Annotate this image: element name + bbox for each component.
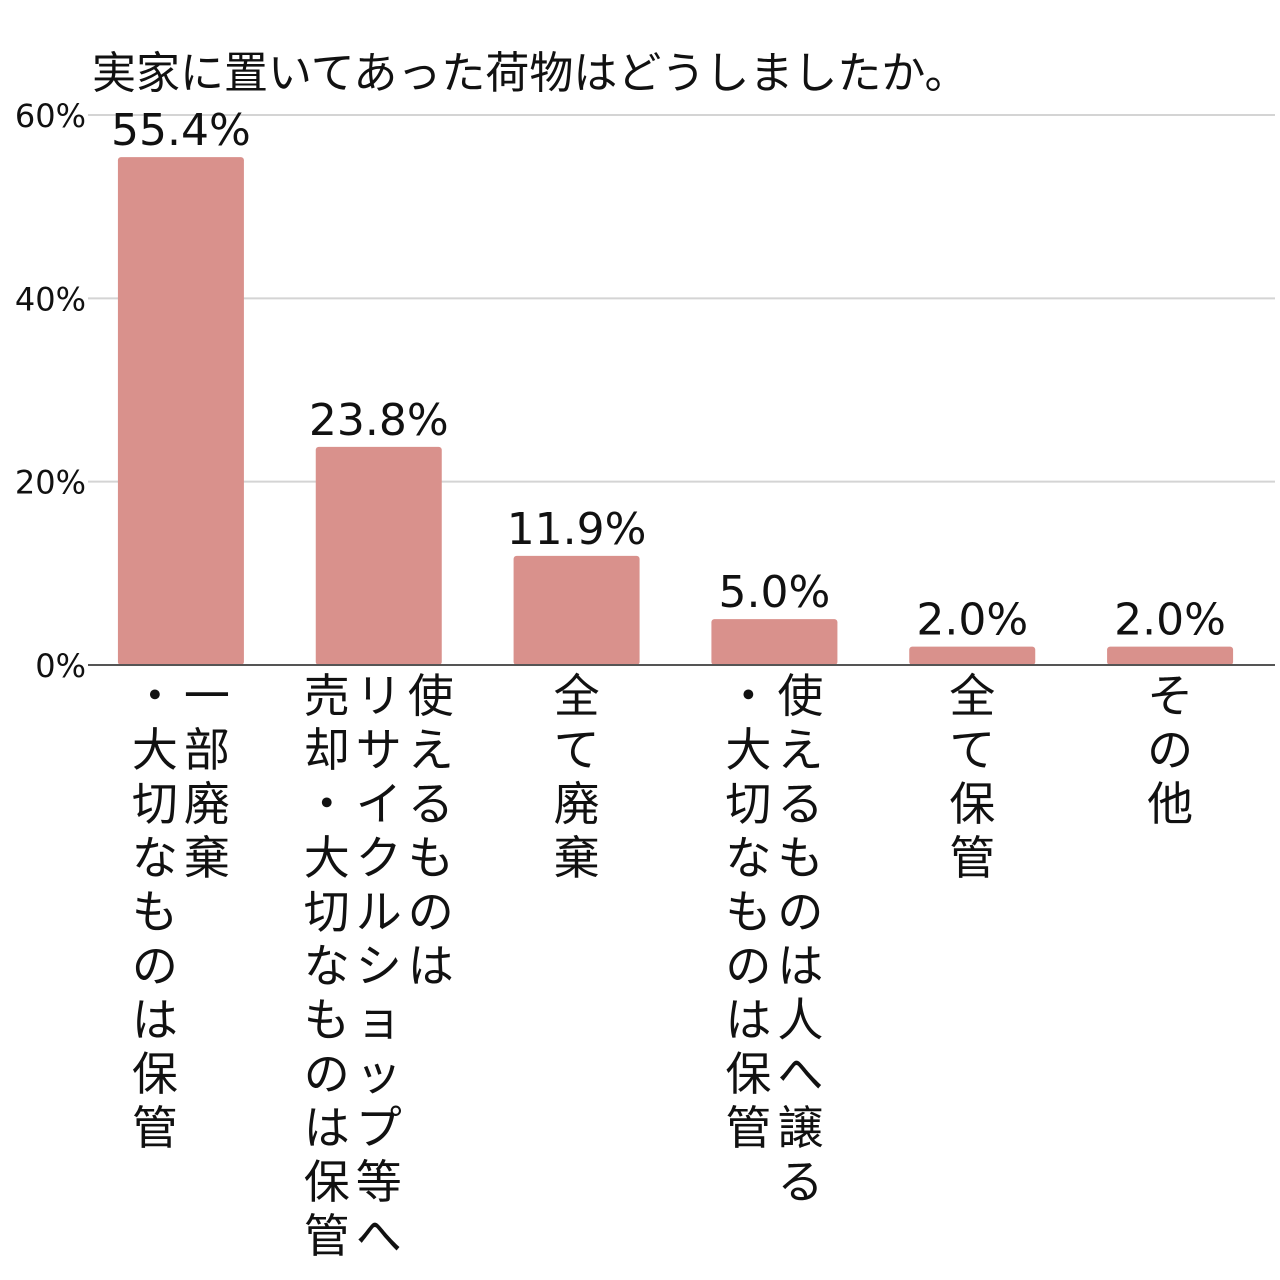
category-label-char: リ (356, 669, 402, 723)
bar (1107, 646, 1234, 665)
y-axis-ticks: 0% 20% 40% 60% (15, 97, 86, 685)
bar (117, 157, 244, 665)
category-label-char: ・ (304, 777, 350, 831)
category-label-char: の (725, 939, 771, 993)
category-label-char: ル (356, 885, 402, 939)
category-label-char: 廃 (184, 777, 230, 831)
category-label-char: ・ (725, 669, 771, 723)
category-label-char: は (777, 939, 823, 993)
bar (909, 646, 1036, 665)
category-label-char: は (132, 993, 178, 1047)
category-label-char: 全 (949, 669, 995, 723)
value-label: 2.0% (916, 595, 1028, 646)
category-label-char: も (777, 831, 823, 885)
category-label-char: 人 (777, 993, 823, 1047)
category-label-char: 等 (356, 1155, 402, 1209)
category-label-char: 管 (132, 1101, 178, 1155)
category-label-char: 却 (304, 723, 350, 777)
category-label-char: ・ (132, 669, 178, 723)
category-label-char: は (725, 993, 771, 1047)
value-label: 11.9% (507, 504, 647, 555)
y-tick-label: 40% (15, 280, 86, 318)
category-label-char: 切 (725, 777, 771, 831)
value-label: 23.8% (309, 395, 449, 446)
category-label-char: 譲 (777, 1101, 823, 1155)
category-labels: 一部廃棄・大切なものは保管使えるものはリサイクルショップ等へ売却・大切なものは保… (132, 669, 1193, 1263)
value-label: 55.4% (111, 105, 251, 156)
category-label-char: も (132, 885, 178, 939)
category-label-char: も (304, 993, 350, 1047)
category-label-char: ッ (356, 1047, 402, 1101)
value-label: 2.0% (1114, 595, 1226, 646)
category-label-char: 棄 (184, 831, 230, 885)
category-label-char: プ (356, 1101, 402, 1155)
category-label-char: な (725, 831, 771, 885)
category-label-char: ク (356, 831, 402, 885)
category-label-char: 切 (132, 777, 178, 831)
category-label-char: え (777, 723, 823, 777)
category-label-char: も (725, 885, 771, 939)
category-label-char: な (132, 831, 178, 885)
bar (513, 555, 640, 665)
category-label-char: の (1147, 723, 1193, 777)
category-label-char: の (132, 939, 178, 993)
category-label-char: 管 (304, 1209, 350, 1263)
category-label-char: る (777, 1155, 823, 1209)
category-label-char: 大 (725, 723, 771, 777)
category-label-char: て (949, 723, 995, 777)
category-label-char: え (408, 723, 454, 777)
category-label-char: の (777, 885, 823, 939)
category-label-char: も (408, 831, 454, 885)
category-label-char: て (554, 723, 600, 777)
y-tick-label: 20% (15, 464, 86, 502)
value-label: 5.0% (719, 567, 831, 618)
category-label-char: 売 (304, 669, 350, 723)
category-label-char: 一 (184, 669, 230, 723)
category-label-char: そ (1147, 669, 1193, 723)
category-label-char: 棄 (554, 831, 600, 885)
category-label-char: 切 (304, 885, 350, 939)
category-label-char: る (777, 777, 823, 831)
category-label-char: 保 (304, 1155, 350, 1209)
category-label-char: 大 (304, 831, 350, 885)
bar (315, 446, 442, 665)
gridlines (88, 114, 1275, 483)
bars (117, 157, 1234, 665)
category-label-char: シ (356, 939, 402, 993)
category-label-char: は (304, 1101, 350, 1155)
category-label-char: 廃 (554, 777, 600, 831)
category-label-char: へ (777, 1047, 823, 1101)
category-label-char: 大 (132, 723, 178, 777)
category-label-char: 他 (1147, 777, 1193, 831)
category-label-char: な (304, 939, 350, 993)
category-label-char: る (408, 777, 454, 831)
category-label-char: サ (356, 723, 402, 777)
category-label-char: 部 (184, 723, 230, 777)
category-label-char: イ (356, 777, 402, 831)
chart-title: 実家に置いてあった荷物はどうしましたか。 (92, 48, 968, 99)
category-label-char: 使 (777, 669, 823, 723)
y-tick-label: 60% (15, 97, 86, 135)
bar (711, 619, 838, 665)
category-label-char: 保 (725, 1047, 771, 1101)
value-labels: 55.4% 23.8% 11.9% 5.0% 2.0% 2.0% (111, 105, 1226, 646)
category-label-char: 管 (725, 1101, 771, 1155)
category-label-char: 管 (949, 831, 995, 885)
y-tick-label: 0% (35, 647, 86, 685)
category-label-char: は (408, 939, 454, 993)
category-label-char: の (408, 885, 454, 939)
category-label-char: へ (356, 1209, 402, 1263)
category-label-char: ョ (356, 993, 402, 1047)
category-label-char: 全 (554, 669, 600, 723)
category-label-char: の (304, 1047, 350, 1101)
category-label-char: 使 (408, 669, 454, 723)
category-label-char: 保 (132, 1047, 178, 1101)
category-label-char: 保 (949, 777, 995, 831)
